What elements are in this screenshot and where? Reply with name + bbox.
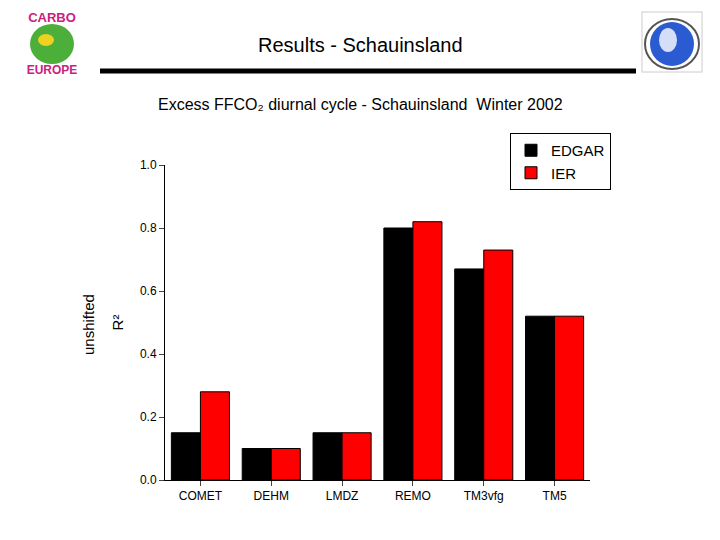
svg-text:IER: IER — [551, 165, 576, 182]
svg-text:1.0: 1.0 — [140, 158, 157, 172]
svg-text:0.6: 0.6 — [140, 284, 157, 298]
svg-text:TM3vfg: TM3vfg — [464, 489, 504, 503]
svg-text:CARBO: CARBO — [28, 10, 76, 25]
svg-text:TM5: TM5 — [543, 489, 567, 503]
svg-text:0.8: 0.8 — [140, 221, 157, 235]
svg-text:DEHM: DEHM — [254, 489, 289, 503]
svg-text:EDGAR: EDGAR — [551, 142, 605, 159]
svg-text:0.0: 0.0 — [140, 473, 157, 487]
svg-text:EUROPE: EUROPE — [27, 63, 78, 77]
svg-text:LMDZ: LMDZ — [326, 489, 359, 503]
svg-text:Excess FFCO₂ diurnal cycle - S: Excess FFCO₂ diurnal cycle - Schauinslan… — [158, 96, 563, 113]
svg-text:0.4: 0.4 — [140, 347, 157, 361]
svg-text:0.2: 0.2 — [140, 410, 157, 424]
svg-text:REMO: REMO — [395, 489, 431, 503]
svg-text:R²: R² — [109, 315, 126, 331]
svg-text:Results - Schauinsland: Results - Schauinsland — [258, 34, 463, 56]
svg-text:COMET: COMET — [179, 489, 223, 503]
svg-text:unshifted: unshifted — [80, 294, 97, 355]
